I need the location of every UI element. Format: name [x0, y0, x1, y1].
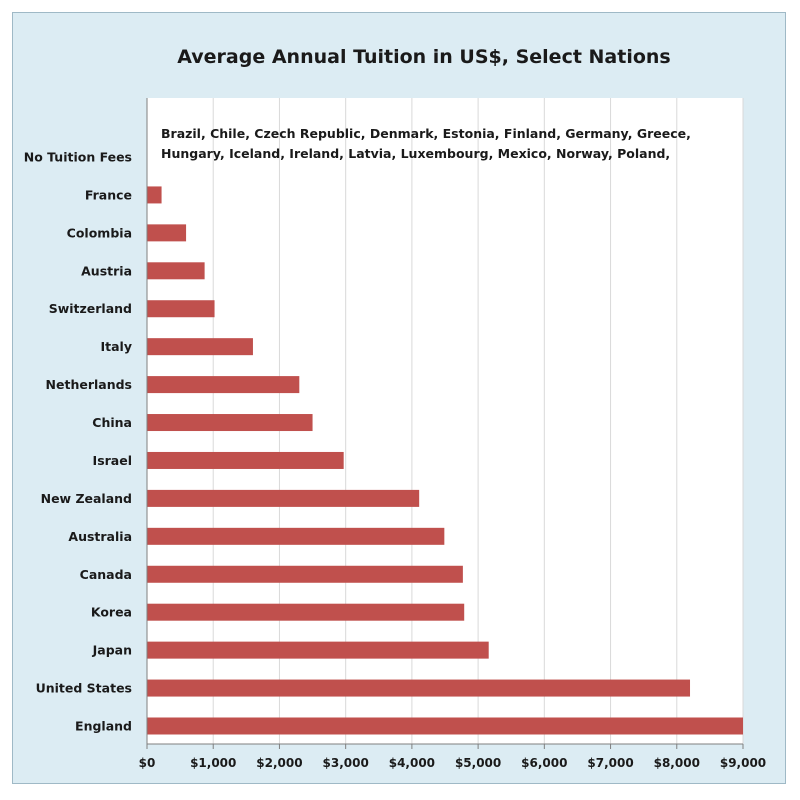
x-tick-label: $3,000 — [323, 756, 369, 770]
x-tick-label: $6,000 — [521, 756, 567, 770]
x-tick-label: $2,000 — [256, 756, 302, 770]
category-label: Austria — [81, 263, 132, 278]
category-label: Korea — [91, 605, 132, 620]
bar — [147, 451, 344, 469]
category-label: New Zealand — [41, 491, 132, 506]
x-tick-label: $4,000 — [389, 756, 435, 770]
bars — [147, 186, 743, 735]
category-label: Australia — [68, 529, 132, 544]
bar — [147, 527, 445, 545]
bar — [147, 717, 743, 735]
category-label: United States — [36, 681, 132, 696]
category-label: Switzerland — [49, 301, 132, 316]
x-tick-label: $1,000 — [190, 756, 236, 770]
no-tuition-note-line-2: Hungary, Iceland, Ireland, Latvia, Luxem… — [161, 146, 670, 161]
category-label: Netherlands — [46, 377, 132, 392]
category-label: England — [75, 718, 132, 733]
category-label: No Tuition Fees — [24, 150, 132, 165]
bar — [147, 603, 465, 621]
category-label: Japan — [92, 643, 132, 658]
bar — [147, 376, 300, 394]
bar — [147, 224, 187, 242]
bar — [147, 489, 420, 507]
category-label: Canada — [80, 567, 132, 582]
bar — [147, 641, 489, 659]
x-tick-label: $7,000 — [587, 756, 633, 770]
category-label: China — [92, 415, 132, 430]
bar — [147, 338, 253, 356]
x-tick-label: $8,000 — [654, 756, 700, 770]
category-labels: No Tuition Fees France Colombia Austria Swit… — [24, 150, 132, 734]
x-tick-label: $5,000 — [455, 756, 501, 770]
bar — [147, 414, 313, 432]
x-axis-ticks: $0 $1,000 $2,000 $3,000 $4,000 $5,000 $6,000 $7… — [139, 744, 766, 770]
bar — [147, 679, 691, 697]
bar — [147, 262, 205, 280]
chart-title: Average Annual Tuition in US$, Select Na… — [177, 46, 670, 68]
no-tuition-note-line-1: Brazil, Chile, Czech Republic, Denmark, … — [161, 126, 691, 141]
gridlines — [212, 98, 744, 744]
bar — [147, 186, 162, 204]
x-tick-label: $9,000 — [720, 756, 766, 770]
category-label: Israel — [93, 453, 132, 468]
x-tick-label: $0 — [139, 756, 156, 770]
category-label: Italy — [101, 339, 133, 354]
bar — [147, 300, 215, 318]
bar — [147, 565, 463, 583]
category-label: France — [85, 187, 132, 202]
category-label: Colombia — [67, 225, 132, 240]
